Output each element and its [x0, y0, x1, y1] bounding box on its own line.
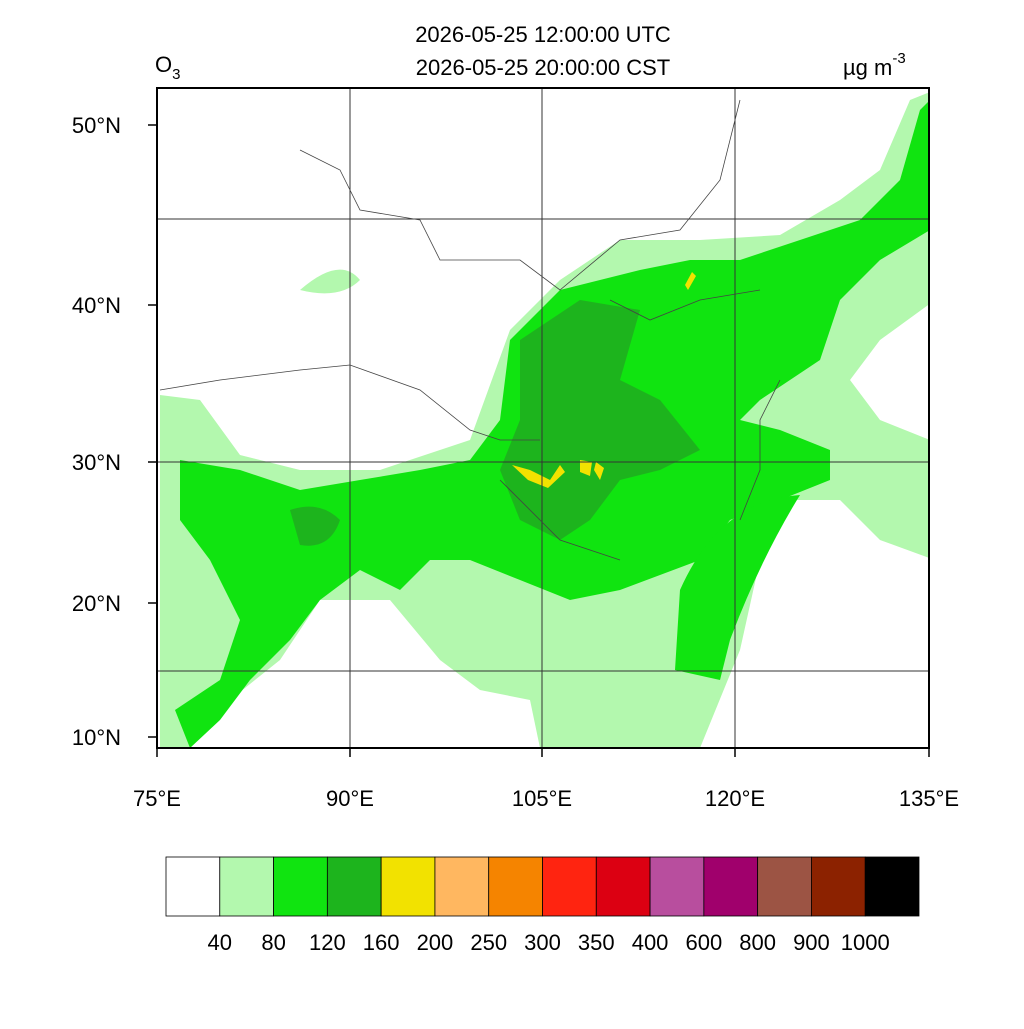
variable-subscript: 3	[172, 66, 180, 83]
colorbar-label: 400	[632, 930, 669, 955]
boundary	[159, 99, 781, 561]
colorbar-cell	[757, 856, 812, 917]
colorbar-label: 600	[685, 930, 722, 955]
lat-label: 50°N	[72, 113, 121, 138]
map-grid	[157, 88, 929, 748]
map-field	[157, 88, 929, 748]
colorbar-cell	[811, 856, 866, 917]
unit-superscript: -3	[892, 50, 905, 67]
colorbar-label: 120	[309, 930, 346, 955]
lon-label: 105°E	[512, 786, 572, 811]
lon-label: 120°E	[705, 786, 765, 811]
colorbar-cell	[273, 856, 328, 917]
field-green	[675, 495, 800, 680]
colorbar-label: 200	[417, 930, 454, 955]
title-line: 2026-05-25 12:00:00 UTC	[415, 22, 671, 47]
colorbar-cell	[380, 856, 436, 917]
colorbar-label: 80	[261, 930, 285, 955]
colorbar-label: 300	[524, 930, 561, 955]
lat-label: 20°N	[72, 591, 121, 616]
variable-base: O	[155, 52, 172, 77]
lon-label: 90°E	[326, 786, 374, 811]
lat-label: 30°N	[72, 450, 121, 475]
colorbar-cell	[703, 856, 759, 917]
field-light	[300, 269, 360, 294]
map-frame	[156, 87, 930, 749]
unit-label: µg m-3	[843, 50, 906, 80]
lon-label: 75°E	[133, 786, 181, 811]
colorbar-label: 250	[470, 930, 507, 955]
colorbar-label: 40	[208, 930, 232, 955]
colorbar-cell	[434, 856, 490, 917]
lon-label: 135°E	[899, 786, 959, 811]
colorbar-cell	[649, 856, 705, 917]
colorbar-cell	[326, 856, 382, 917]
colorbar-cell	[488, 856, 543, 917]
field-dark	[290, 506, 340, 546]
colorbar-cell	[165, 856, 221, 917]
colorbar-label: 350	[578, 930, 615, 955]
colorbar-cell	[219, 856, 274, 917]
lat-label: 10°N	[72, 725, 121, 750]
variable-label: O3	[155, 52, 180, 83]
colorbar-cell	[595, 856, 651, 917]
lat-label: 40°N	[72, 293, 121, 318]
colorbar-cell	[542, 856, 597, 917]
colorbar-label: 160	[363, 930, 400, 955]
colorbar-cell	[864, 856, 920, 917]
unit-base: µg m	[843, 55, 892, 80]
title-line: 2026-05-25 20:00:00 CST	[416, 55, 670, 80]
colorbar-label: 800	[739, 930, 776, 955]
colorbar-label: 900	[793, 930, 830, 955]
colorbar-label: 1000	[841, 930, 890, 955]
